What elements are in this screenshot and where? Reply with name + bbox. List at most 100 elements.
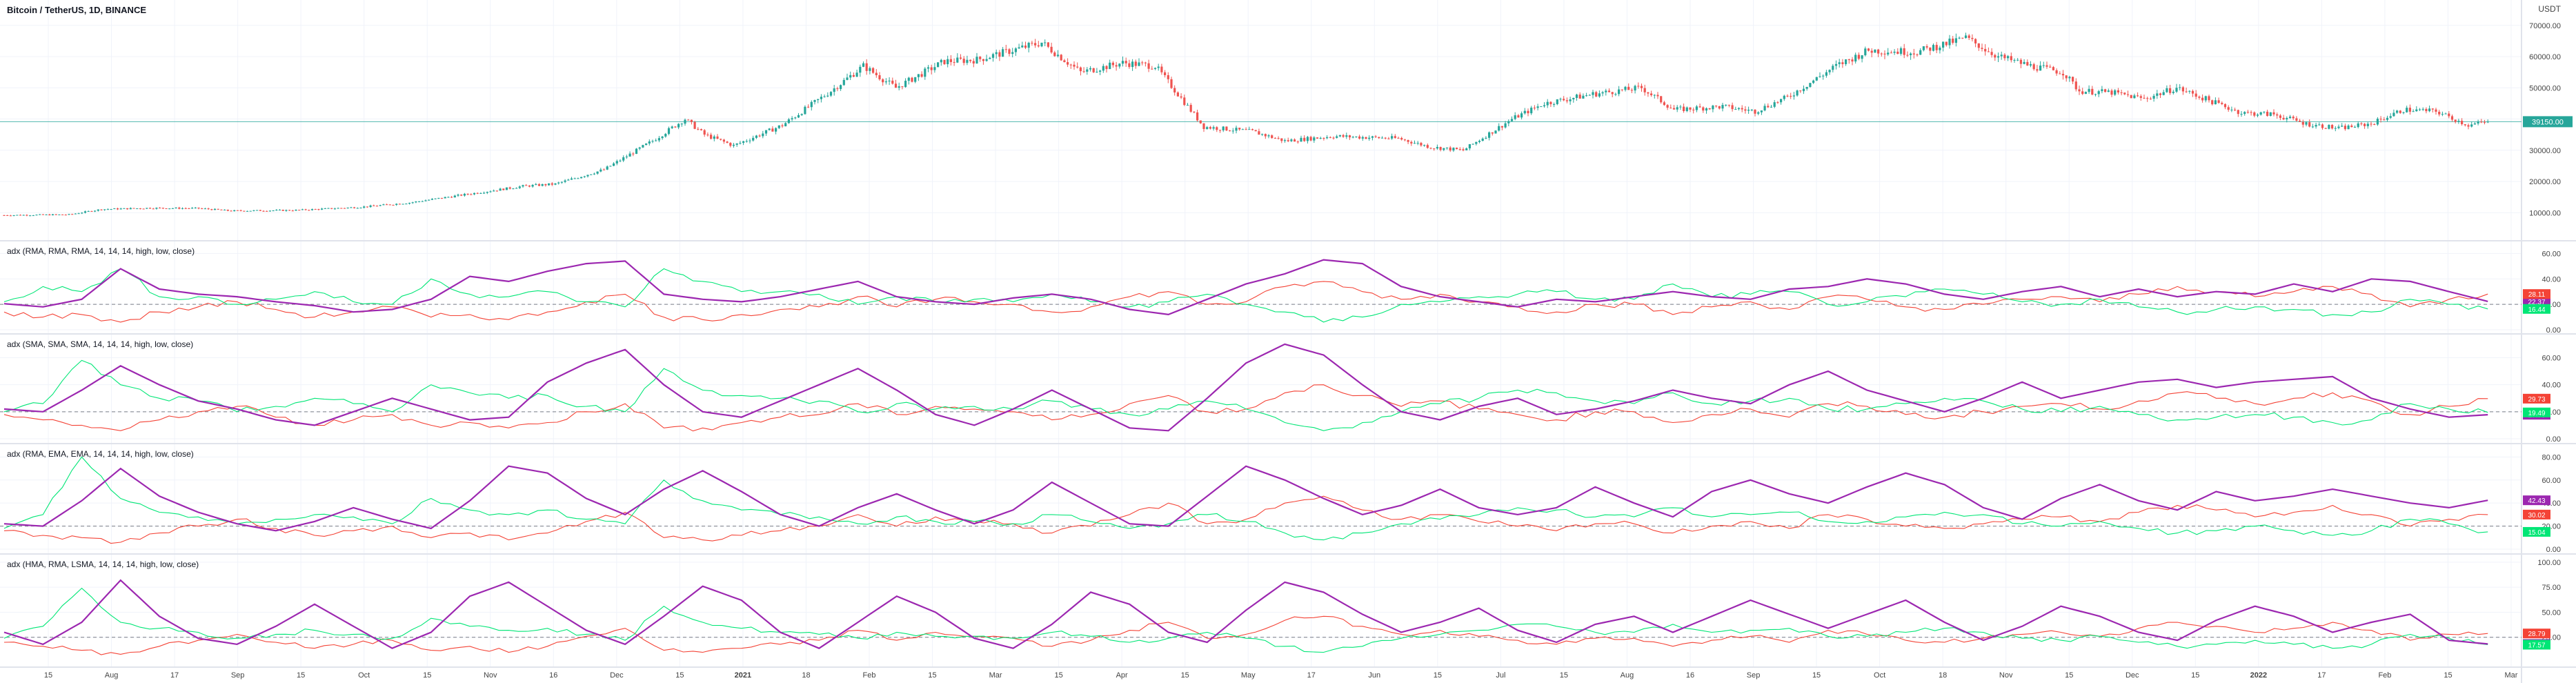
series-last-value-label: 28.79: [2528, 631, 2545, 638]
candle: [716, 134, 719, 139]
adx-pane-1[interactable]: adx (RMA, RMA, RMA, 14, 14, 14, high, lo…: [0, 246, 2561, 335]
candle: [411, 201, 414, 204]
candle: [2029, 61, 2032, 68]
candle: [1413, 140, 1416, 144]
price-y-axis: 10000.0020000.0030000.0040000.0050000.00…: [2529, 22, 2561, 218]
indicator-tick-label: 0.00: [2546, 326, 2561, 335]
minus-di-line: [3, 615, 2488, 655]
candle: [1819, 72, 1821, 78]
candle: [1294, 138, 1296, 142]
candle: [2448, 111, 2450, 119]
candle: [1170, 77, 1173, 90]
candle: [408, 202, 411, 205]
candle: [268, 210, 271, 212]
candle: [249, 210, 252, 212]
candle: [911, 77, 913, 83]
candle: [1857, 52, 1860, 61]
candle: [246, 210, 249, 212]
candle: [800, 113, 803, 117]
candle: [1737, 107, 1741, 111]
candle: [314, 208, 317, 210]
candle: [2438, 110, 2441, 117]
time-tick-label: Mar: [989, 671, 1002, 680]
candle: [752, 135, 755, 142]
candle: [424, 199, 427, 201]
candle: [1851, 57, 1854, 66]
candle: [1189, 103, 1192, 113]
candle: [2175, 83, 2178, 93]
candle: [1607, 88, 1611, 93]
candle: [1543, 102, 1546, 108]
plus-di-line: [3, 268, 2488, 323]
candle: [12, 215, 15, 217]
candle: [989, 57, 991, 59]
candle: [859, 64, 862, 77]
time-tick-label: 2021: [735, 671, 751, 680]
candle: [1060, 54, 1062, 61]
candle: [1725, 104, 1727, 107]
candle: [1760, 110, 1763, 115]
candle: [1624, 86, 1627, 92]
candle: [548, 183, 551, 186]
candle: [2032, 62, 2035, 71]
time-axis[interactable]: 15 Aug 17 Sep 15 Oct 15 Nov 16 Dec 15 2021 18 Feb 15 Ma…: [44, 671, 2518, 680]
candle: [1504, 121, 1507, 129]
candle: [2253, 111, 2256, 118]
adx-pane-3[interactable]: adx (RMA, EMA, EMA, 14, 14, 14, high, lo…: [0, 449, 2561, 554]
candle: [1452, 147, 1455, 152]
candle: [1079, 66, 1082, 76]
candle: [1899, 46, 1903, 56]
candle: [1773, 99, 1776, 108]
adx-pane-2[interactable]: adx (SMA, SMA, SMA, 14, 14, 14, high, lo…: [0, 339, 2561, 444]
candle: [1805, 86, 1808, 91]
candle: [2279, 114, 2281, 121]
candle: [1637, 82, 1640, 89]
candle: [2094, 93, 2097, 97]
candle: [421, 200, 424, 202]
price-pane[interactable]: Bitcoin / TetherUS, 1D, BINANCE USDT 100…: [0, 4, 2573, 217]
candle: [2036, 65, 2039, 73]
candle: [969, 59, 972, 63]
adx-pane-4[interactable]: adx (HMA, RMA, LSMA, 14, 14, 14, high, l…: [0, 559, 2561, 655]
candle: [1841, 59, 1844, 68]
candle: [1695, 105, 1698, 112]
candle: [2376, 117, 2379, 126]
candle: [2166, 85, 2168, 93]
candle: [1384, 137, 1387, 140]
candle: [1138, 58, 1140, 67]
candle: [564, 179, 566, 184]
candle: [2211, 99, 2214, 106]
candle: [110, 208, 112, 210]
candle: [2188, 90, 2191, 94]
indicator-tick-label: 50.00: [2542, 608, 2561, 617]
candle: [1183, 95, 1186, 106]
price-tick-label: 70000.00: [2529, 22, 2561, 30]
candle: [2431, 108, 2434, 113]
candle: [1056, 50, 1060, 58]
candle: [1002, 47, 1004, 57]
candle: [888, 77, 891, 86]
candle: [1656, 92, 1659, 99]
time-tick-label: 15: [1181, 671, 1189, 680]
candle: [894, 79, 898, 88]
candle: [657, 136, 660, 143]
candle: [2295, 116, 2298, 122]
candle: [1254, 130, 1257, 132]
candle: [882, 78, 884, 86]
series-last-value-label: 15.04: [2528, 529, 2545, 537]
candle: [573, 177, 576, 179]
candle: [1216, 126, 1218, 132]
candle: [1306, 135, 1309, 143]
candle: [418, 201, 421, 203]
candle: [1011, 48, 1014, 58]
candle: [2286, 116, 2288, 123]
candle: [745, 139, 748, 143]
candle: [904, 78, 907, 88]
candle: [1854, 52, 1857, 64]
candle: [2198, 95, 2201, 100]
candle: [648, 139, 651, 146]
candle: [2088, 85, 2090, 95]
candle: [1896, 48, 1899, 55]
